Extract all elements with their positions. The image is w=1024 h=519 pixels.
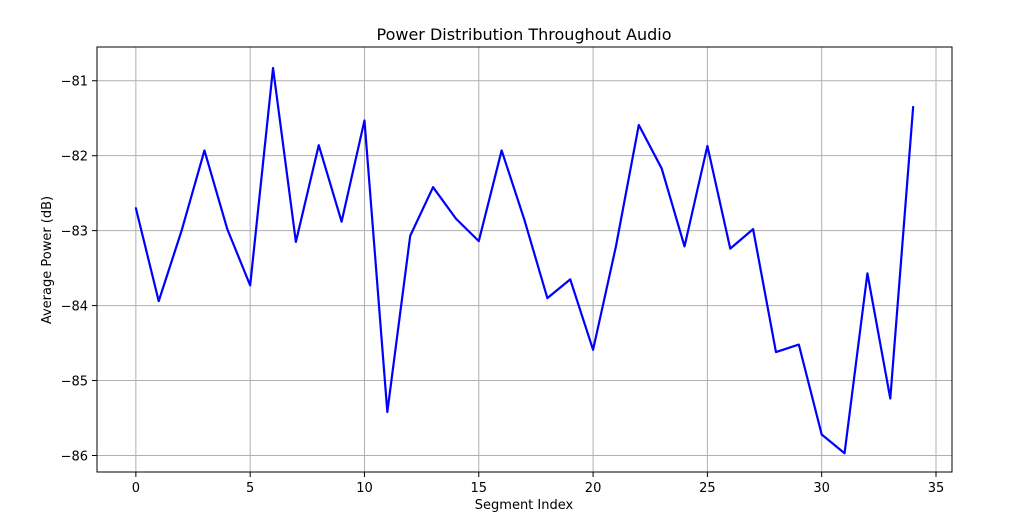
x-tick-label: 10 xyxy=(356,481,373,496)
x-tick-label: 5 xyxy=(246,481,254,496)
series-line xyxy=(134,66,915,455)
x-tick-label: 20 xyxy=(585,481,602,496)
plot-frame xyxy=(96,46,953,473)
x-axis-label: Segment Index xyxy=(475,498,574,513)
y-tick-label: −85 xyxy=(61,375,88,390)
y-axis-label: Average Power (dB) xyxy=(40,196,55,324)
chart-title: Power Distribution Throughout Audio xyxy=(376,25,671,44)
x-tick-label: 0 xyxy=(132,481,140,496)
axis-ticks: 0 5 10 15 20 25 30 35 −81 −82 −83 −84 −85 −86 xyxy=(61,75,945,496)
x-tick-label: 25 xyxy=(699,481,716,496)
y-tick-label: −86 xyxy=(61,450,88,465)
y-tick-label: −84 xyxy=(61,300,88,315)
y-tick-label: −81 xyxy=(61,75,88,90)
x-tick-label: 30 xyxy=(813,481,830,496)
y-tick-label: −83 xyxy=(61,225,88,240)
grid xyxy=(97,47,952,472)
series-layer xyxy=(134,66,915,455)
y-tick-label: −82 xyxy=(61,150,88,165)
x-tick-label: 15 xyxy=(471,481,488,496)
x-tick-label: 35 xyxy=(928,481,945,496)
